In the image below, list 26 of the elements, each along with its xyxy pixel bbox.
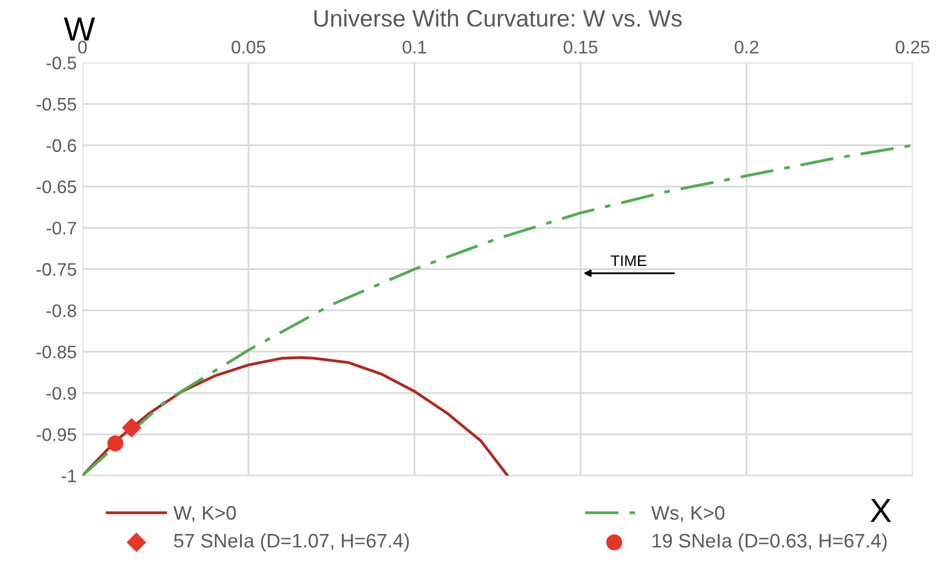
line-series: [82, 356, 509, 476]
x-tick-label: 0.1: [402, 40, 426, 54]
chart-title: Universe With Curvature: W vs. Ws: [314, 9, 682, 27]
annotation: TIME: [610, 255, 646, 266]
y-tick-label: -1: [62, 470, 76, 482]
y-tick-label: -0.55: [36, 98, 76, 111]
y-tick-label: -0.75: [36, 263, 76, 276]
y-tick-label: -0.9: [46, 386, 76, 400]
y-tick-label: -0.85: [36, 346, 76, 358]
y-tick-label: -0.65: [36, 180, 76, 194]
y-tick-label: -0.5: [46, 56, 76, 70]
y-tick-label: -0.7: [46, 222, 76, 235]
legend-label: W, K>0: [173, 506, 236, 522]
y-tick-label: -0.95: [36, 428, 76, 442]
x-tick-label: 0: [78, 40, 87, 54]
x-tick-label: 0.05: [232, 40, 266, 54]
y-tick-label: -0.8: [46, 304, 76, 318]
x-tick-label: 0.25: [896, 40, 930, 54]
x-tick-label: 0.2: [734, 40, 758, 54]
legend-label: 19 SNeIa (D=0.63, H=67.4): [652, 533, 887, 552]
legend-label: 57 SNeIa (D=1.07, H=67.4): [174, 533, 409, 552]
x-tick-label: 0.15: [564, 40, 598, 54]
legend-label: Ws, K>0: [651, 506, 724, 522]
y-axis-title: W: [64, 18, 96, 41]
y-tick-label: -0.6: [46, 139, 76, 152]
x-axis-title: X: [870, 498, 892, 522]
